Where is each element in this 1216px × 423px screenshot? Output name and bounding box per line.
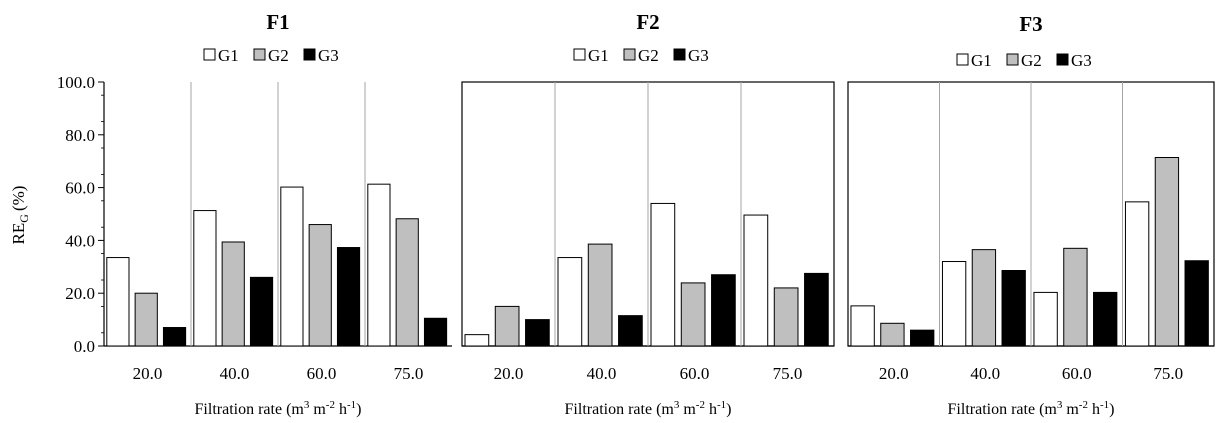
x-tick-label: 60.0 — [1062, 364, 1092, 383]
x-axis-title: Filtration rate (m3 m-2 h-1) — [948, 399, 1115, 418]
bar-f3-g2-20.0 — [880, 322, 905, 347]
bar-f1-g1-40.0 — [193, 210, 217, 347]
chart-title: F2 — [636, 10, 659, 34]
bar-f3-g1-75.0 — [1124, 201, 1150, 347]
legend-label-g3: G3 — [688, 46, 709, 65]
bar-f3-g3-75.0 — [1184, 260, 1209, 347]
bar-f3-g2-40.0 — [971, 249, 997, 347]
legend-swatch-g1 — [956, 53, 969, 66]
y-axis-title: REG (%) — [9, 186, 31, 245]
bar-f2-g1-75.0 — [743, 214, 769, 347]
bar-f2-g1-40.0 — [557, 257, 583, 347]
chart-panel-f1: F1 G1 G2 G3 100.0 80.0 60.0 40.0 20.0 0.0 20.0 40.0… — [57, 10, 452, 418]
bar-f2-g3-40.0 — [618, 315, 643, 347]
bar-f1-g1-75.0 — [367, 183, 391, 347]
x-tick-label: 75.0 — [773, 364, 803, 383]
legend-swatch-g1 — [573, 48, 586, 61]
legend-swatch-g3 — [673, 48, 686, 61]
y-axis-title-main: RE — [9, 223, 28, 245]
bar-f2-g2-75.0 — [773, 287, 799, 347]
legend-label-g1: G1 — [588, 46, 609, 65]
x-tick-label: 75.0 — [394, 364, 424, 383]
bar-f1-g3-75.0 — [423, 317, 448, 347]
y-tick-label: 80.0 — [65, 126, 95, 145]
bar-f1-g1-20.0 — [106, 257, 130, 347]
bar-f1-g2-20.0 — [134, 292, 158, 347]
legend-swatch-g1 — [203, 48, 216, 61]
x-tick-label: 20.0 — [494, 364, 524, 383]
chart-title: F1 — [266, 10, 289, 34]
legend-label-g3: G3 — [1071, 51, 1092, 70]
bar-f3-g1-60.0 — [1033, 291, 1058, 347]
legend-label-g2: G2 — [638, 46, 659, 65]
y-tick-label: 0.0 — [74, 337, 95, 356]
legend-label-g1: G1 — [218, 46, 239, 65]
y-tick-label: 60.0 — [65, 179, 95, 198]
x-tick-label: 75.0 — [1153, 364, 1183, 383]
bar-f2-g3-20.0 — [525, 319, 550, 347]
x-axis-title: Filtration rate (m3 m-2 h-1) — [565, 399, 732, 418]
legend-label-g2: G2 — [1021, 51, 1042, 70]
bar-f1-g3-60.0 — [336, 247, 361, 347]
bar-f1-g1-60.0 — [280, 186, 304, 347]
x-tick-label: 60.0 — [307, 364, 337, 383]
bar-f2-g2-60.0 — [680, 282, 706, 347]
bar-f2-g1-20.0 — [464, 334, 490, 347]
y-tick-label: 100.0 — [57, 73, 95, 92]
legend-label-g1: G1 — [971, 51, 992, 70]
y-axis-title-unit: (%) — [9, 186, 28, 211]
legend-swatch-g3 — [1056, 53, 1069, 66]
y-tick-label: 40.0 — [65, 231, 95, 250]
svg-text:REG(%): REG (%) — [9, 186, 31, 245]
x-tick-label: 20.0 — [133, 364, 163, 383]
bar-f3-g3-60.0 — [1093, 291, 1118, 347]
legend-swatch-g2 — [623, 48, 636, 61]
legend-swatch-g3 — [303, 48, 316, 61]
bar-f1-g3-20.0 — [162, 327, 187, 347]
bar-f1-g2-75.0 — [395, 218, 419, 347]
legend-swatch-g2 — [253, 48, 266, 61]
legend-label-g2: G2 — [268, 46, 289, 65]
bar-f3-g2-60.0 — [1063, 247, 1088, 347]
legend-label-g3: G3 — [318, 46, 339, 65]
bar-f3-g1-40.0 — [941, 261, 967, 347]
bar-f3-g1-20.0 — [850, 305, 875, 347]
y-tick-label: 20.0 — [65, 284, 95, 303]
y-axis-title-subscript: G — [17, 214, 31, 223]
bar-f3-g3-40.0 — [1001, 269, 1026, 347]
chart-title: F3 — [1019, 12, 1042, 36]
x-tick-label: 40.0 — [587, 364, 617, 383]
x-tick-label: 20.0 — [879, 364, 909, 383]
legend-swatch-g2 — [1006, 53, 1019, 66]
bar-f2-g2-40.0 — [587, 243, 613, 347]
bar-f1-g2-60.0 — [308, 224, 332, 347]
bar-f3-g3-20.0 — [910, 329, 935, 347]
bar-f1-g2-40.0 — [221, 241, 245, 347]
bar-f2-g1-60.0 — [650, 202, 676, 347]
bar-f2-g3-60.0 — [711, 274, 736, 347]
x-axis-title: Filtration rate (m3 m-2 h-1) — [195, 399, 362, 418]
bar-f3-g2-75.0 — [1154, 157, 1180, 347]
x-tick-label: 40.0 — [220, 364, 250, 383]
chart-panel-f3: F3 G1 G2 G3 20.0 40.0 60.0 75.0 Filtration rate … — [847, 12, 1215, 418]
bar-f2-g2-20.0 — [494, 305, 520, 347]
x-tick-label: 60.0 — [680, 364, 710, 383]
chart-panel-f2: F2 G1 G2 G3 20.0 40.0 60.0 75.0 Filtration rate … — [461, 10, 835, 418]
bar-f2-g3-75.0 — [804, 272, 829, 347]
x-tick-label: 40.0 — [970, 364, 1000, 383]
bar-f1-g3-40.0 — [249, 276, 274, 347]
